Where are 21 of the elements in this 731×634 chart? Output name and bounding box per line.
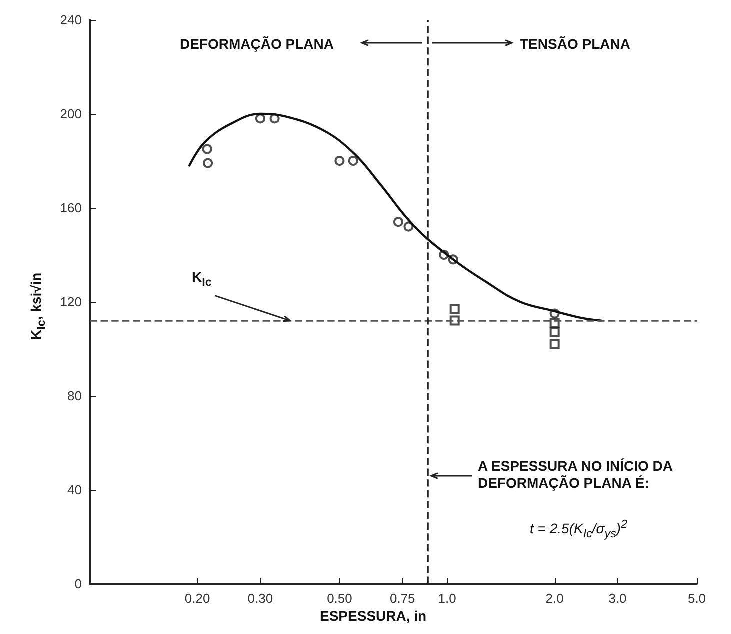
- y-tick-label: 0: [74, 576, 82, 592]
- annotation: DEFORMAÇÃO PLANA: [180, 36, 334, 53]
- ref-line-label: K$_{Ic}$: [192, 268, 212, 290]
- x-tick-label: 0.75: [390, 591, 416, 606]
- y-tick-label: 80: [68, 388, 82, 404]
- x-tick-label: 1.0: [438, 591, 456, 606]
- x-tick-label: 0.50: [327, 591, 352, 606]
- y-tick-label: 240: [60, 12, 82, 28]
- y-tick-label: 40: [68, 482, 82, 498]
- y-tick-label: 120: [60, 294, 82, 310]
- x-tick-label: 0.30: [248, 591, 274, 606]
- y-tick-label: 200: [60, 106, 82, 122]
- y-tick-label: 160: [60, 200, 82, 216]
- x-tick-label: 2.0: [546, 591, 564, 606]
- annotation: t = 2.5(K$_{Ic}$/σ$_{ys}$)$^{2}$: [530, 518, 628, 542]
- annotation: A ESPESSURA NO INÍCIO DA DEFORMAÇÃO PLANA É:: [478, 458, 674, 492]
- x-tick-label: 3.0: [608, 591, 627, 606]
- x-axis-title: ESPESSURA, in: [320, 608, 427, 625]
- annotation: TENSÃO PLANA: [520, 36, 630, 53]
- x-tick-label: 0.20: [184, 591, 210, 606]
- x-tick-label: 5.0: [688, 591, 706, 606]
